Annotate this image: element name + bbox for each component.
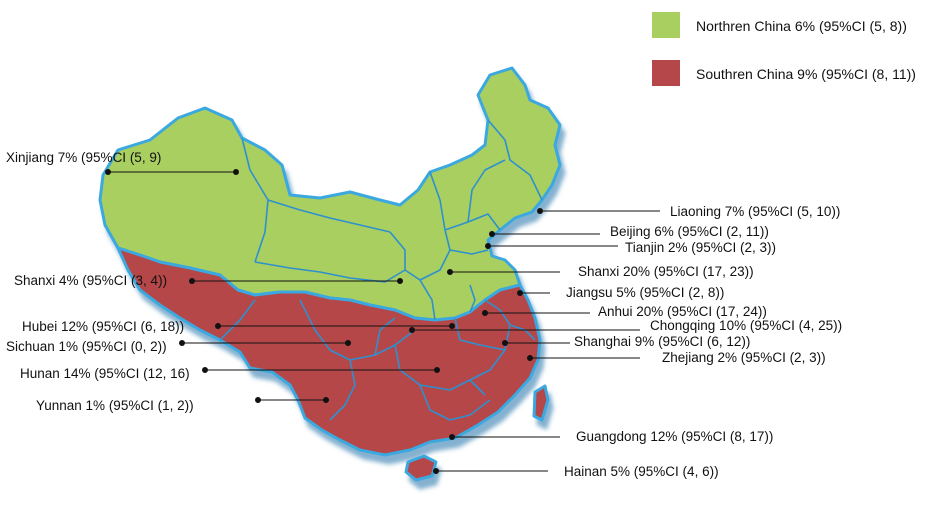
china-map [98, 66, 562, 482]
marker-anhui [482, 310, 488, 316]
taiwan-region [532, 384, 550, 422]
marker-beijing [489, 231, 495, 237]
label-shanxi4: Shanxi 4% (95%CI (3, 4)) [14, 273, 167, 288]
label-jiangsu: Jiangsu 5% (95%CI (2, 8)) [566, 285, 724, 300]
marker-jiangsu [517, 290, 523, 296]
hainan-region [404, 454, 438, 482]
marker-sichuan-end [345, 340, 351, 346]
label-chongqing: Chongqing 10% (95%CI (4, 25)) [650, 318, 842, 333]
label-hubei: Hubei 12% (95%CI (6, 18)) [22, 319, 184, 334]
annotations: Xinjiang 7% (95%CI (5, 9) Liaoning 7% (9… [6, 150, 842, 479]
legend: Northren China 6% (95%CI (5, 8)) Southre… [652, 12, 916, 86]
label-sichuan: Sichuan 1% (95%CI (0, 2)) [6, 339, 167, 354]
marker-hunan-end [434, 367, 440, 373]
label-zhejiang: Zhejiang 2% (95%CI (2, 3)) [662, 350, 826, 365]
marker-shanxi4 [189, 278, 195, 284]
label-tianjin: Tianjin 2% (95%CI (2, 3)) [625, 240, 776, 255]
marker-guangdong [449, 434, 455, 440]
label-shanghai: Shanghai 9% (95%CI (6, 12)) [574, 334, 750, 349]
marker-sichuan [179, 340, 185, 346]
marker-xinjiang-end [233, 169, 239, 175]
marker-yunnan-end [323, 397, 329, 403]
marker-shanxi4-end [397, 278, 403, 284]
marker-chongqing [409, 327, 415, 333]
marker-tianjin [485, 243, 491, 249]
label-hunan: Hunan 14% (95%CI (12, 16) [20, 366, 190, 381]
legend-swatch-northern [652, 12, 680, 38]
label-yunnan: Yunnan 1% (95%CI (1, 2)) [36, 398, 194, 413]
legend-swatch-southern [652, 60, 680, 86]
marker-hubei [215, 323, 221, 329]
label-xinjiang: Xinjiang 7% (95%CI (5, 9) [6, 150, 161, 165]
marker-yunnan [255, 397, 261, 403]
marker-xinjiang [105, 169, 111, 175]
label-hainan: Hainan 5% (95%CI (4, 6)) [564, 464, 719, 479]
marker-zhejiang [527, 355, 533, 361]
legend-label-northern: Northren China 6% (95%CI (5, 8)) [696, 18, 907, 34]
label-liaoning: Liaoning 7% (95%CI (5, 10)) [670, 204, 840, 219]
marker-shanghai [502, 340, 508, 346]
label-beijing: Beijing 6% (95%CI (2, 11)) [610, 224, 769, 239]
province-borders [219, 119, 543, 421]
marker-shanxi20 [447, 269, 453, 275]
marker-hainan [433, 468, 439, 474]
label-shanxi20: Shanxi 20% (95%CI (17, 23)) [578, 264, 754, 279]
marker-hubei-end [449, 323, 455, 329]
label-anhui: Anhui 20% (95%CI (17, 24)) [598, 304, 767, 319]
marker-hunan [202, 367, 208, 373]
marker-liaoning [537, 208, 543, 214]
southern-china-region [116, 246, 542, 457]
legend-label-southern: Southren China 9% (95%CI (8, 11)) [696, 66, 916, 82]
label-guangdong: Guangdong 12% (95%CI (8, 17)) [576, 429, 773, 444]
